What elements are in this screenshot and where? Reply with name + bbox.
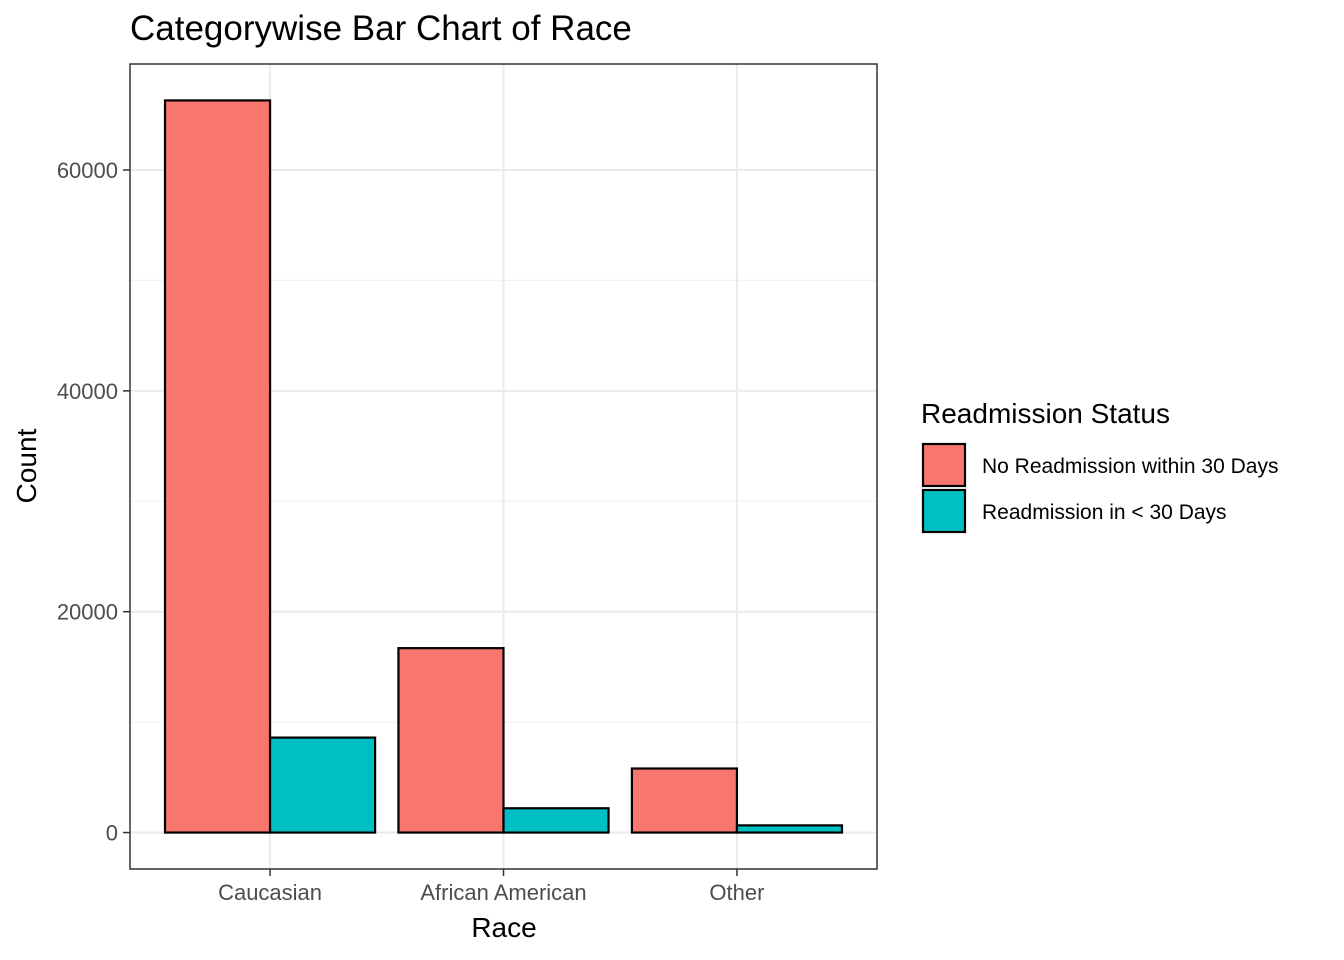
bar-no-readmission-other xyxy=(630,767,739,834)
x-tick-label: Other xyxy=(709,880,764,905)
legend-key-1 xyxy=(921,442,967,488)
legend-key-2 xyxy=(921,488,967,534)
bars xyxy=(163,99,844,834)
bar-readmission-caucasian xyxy=(268,736,377,834)
y-tick-label: 20000 xyxy=(57,600,118,625)
bar-no-readmission-african-american xyxy=(397,647,505,834)
x-axis: Caucasian African American Other xyxy=(218,869,764,905)
y-axis: 0 20000 40000 60000 xyxy=(57,158,130,846)
x-axis-title: Race xyxy=(471,912,536,943)
x-tick-label: Caucasian xyxy=(218,880,322,905)
y-axis-title: Count xyxy=(11,428,42,503)
y-tick-label: 0 xyxy=(106,821,118,846)
y-tick-label: 60000 xyxy=(57,158,118,183)
legend-label-1: No Readmission within 30 Days xyxy=(982,455,1278,478)
bar-readmission-other xyxy=(735,824,844,834)
bar-readmission-african-american xyxy=(502,807,610,834)
y-tick-label: 40000 xyxy=(57,379,118,404)
legend-label-2: Readmission in < 30 Days xyxy=(982,501,1227,524)
legend-title: Readmission Status xyxy=(921,398,1170,429)
bar-no-readmission-caucasian xyxy=(163,99,272,834)
chart-title: Categorywise Bar Chart of Race xyxy=(130,9,632,48)
x-tick-label: African American xyxy=(420,880,586,905)
legend: Readmission Status No Readmission within… xyxy=(921,398,1278,534)
